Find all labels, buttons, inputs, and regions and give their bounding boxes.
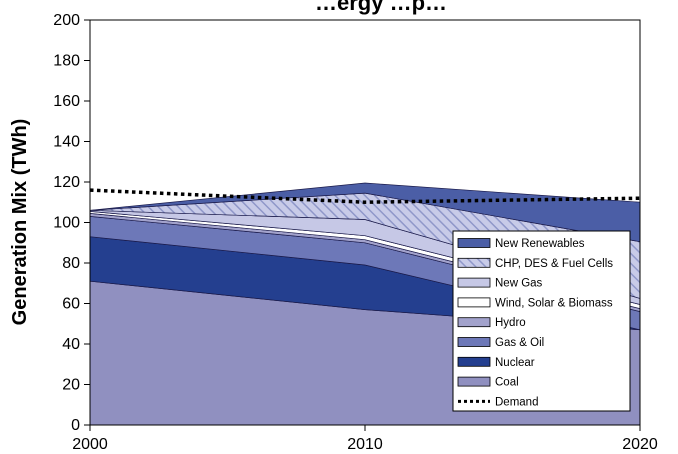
legend-swatch-chp-des-fuel-cells [457,257,491,268]
legend-label-nuclear: Nuclear [495,357,535,369]
x-tick-label: 2020 [622,436,658,453]
x-axis: 2000 2010 2020 [72,425,658,453]
legend-label-wind-solar-biomass: Wind, Solar & Biomass [495,297,613,309]
legend-label-demand: Demand [495,396,538,408]
y-tick-label: 140 [53,134,80,151]
legend-swatch-new-gas [457,277,491,288]
y-tick-label: 0 [71,417,80,434]
x-tick-label: 2000 [72,436,108,453]
legend-label-new-renewables: New Renewables [495,238,585,250]
legend-swatch-coal [457,376,491,387]
legend-swatch-nuclear [457,356,491,367]
y-tick-label: 120 [53,174,80,191]
y-tick-label: 160 [53,93,80,110]
legend-label-hydro: Hydro [495,317,526,329]
y-tick-label: 20 [62,377,80,394]
legend-label-new-gas: New Gas [495,278,543,290]
y-tick-label: 180 [53,53,80,70]
legend-label-coal: Coal [495,377,519,389]
y-tick-label: 200 [53,12,80,29]
demand-line [89,188,641,204]
x-tick-label: 2010 [347,436,383,453]
y-tick-label: 60 [62,296,80,313]
y-tick-label: 100 [53,215,80,232]
legend-swatch-wind-solar-biomass [457,297,491,308]
y-tick-label: 80 [62,255,80,272]
chart-title: …ergy …p… [315,0,447,15]
legend-label-gas-oil: Gas & Oil [495,337,544,349]
y-axis-title: Generation Mix (TWh) [9,119,31,326]
demand-layer [89,188,641,204]
y-tick-label: 40 [62,336,80,353]
legend-label-chp-des-fuel-cells: CHP, DES & Fuel Cells [495,258,613,270]
legend-swatch-new-renewables [457,238,491,248]
legend-swatch-gas-oil [457,337,491,347]
legend: New Renewables CHP, DES & Fuel Cells New G… [452,230,631,412]
legend-swatch-hydro [457,317,491,328]
y-axis: 0 20 40 60 80 100 120 140 160 180 200 [53,12,90,434]
